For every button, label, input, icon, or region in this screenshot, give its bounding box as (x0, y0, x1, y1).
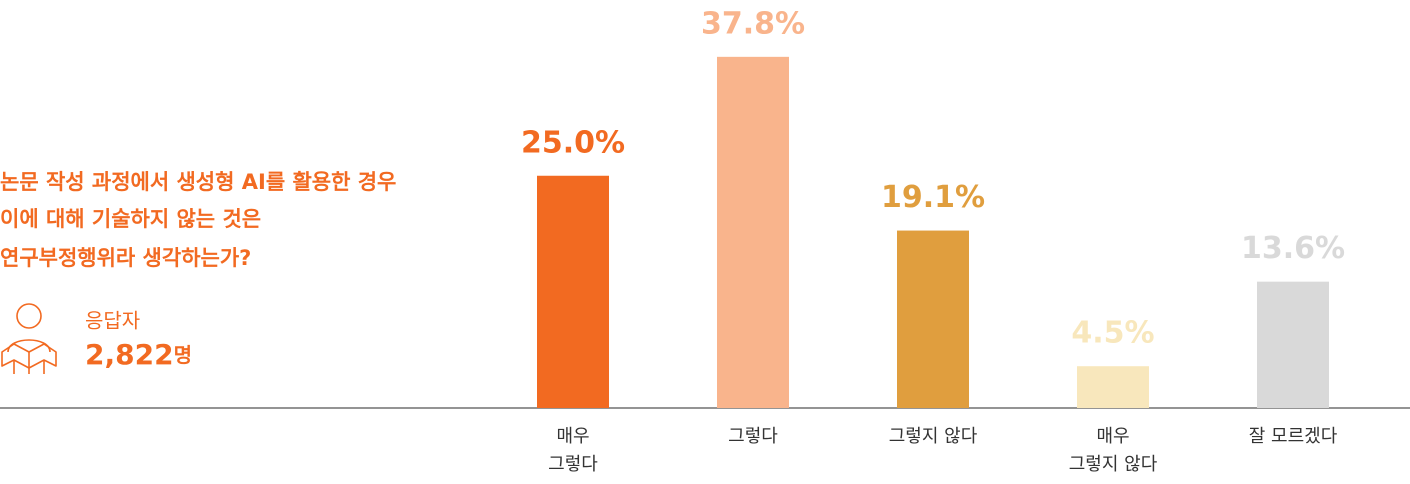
value-label: 37.8% (701, 6, 805, 41)
count: 2,822 (85, 338, 174, 371)
category-label: 매우 (556, 426, 589, 447)
question-line: 논문 작성 과정에서 생성형 AI를 활용한 경우 (0, 170, 396, 194)
bar (1077, 366, 1149, 408)
reader-icon (1, 303, 57, 374)
category-label: 매우 (1096, 426, 1129, 447)
category-label: 그렇지 않다 (1069, 454, 1158, 475)
respondent-count: 2,822명 (85, 338, 192, 371)
value-label: 13.6% (1241, 231, 1345, 266)
respondent-label: 응답자 (85, 309, 140, 333)
question-line: 이에 대해 기술하지 않는 것은 (0, 207, 261, 231)
unit: 명 (174, 343, 192, 367)
bar (717, 56, 789, 408)
bar (897, 230, 969, 408)
bar (537, 175, 609, 408)
category-label: 그렇다 (548, 454, 598, 475)
value-label: 25.0% (521, 125, 625, 160)
question-line: 연구부정행위라 생각하는가? (0, 246, 251, 270)
value-label: 4.5% (1071, 316, 1154, 351)
value-label: 19.1% (881, 180, 985, 215)
category-label: 그렇지 않다 (889, 426, 978, 447)
bar (1257, 281, 1329, 408)
category-label: 잘 모르겠다 (1249, 426, 1338, 447)
category-label: 그렇다 (728, 426, 778, 447)
